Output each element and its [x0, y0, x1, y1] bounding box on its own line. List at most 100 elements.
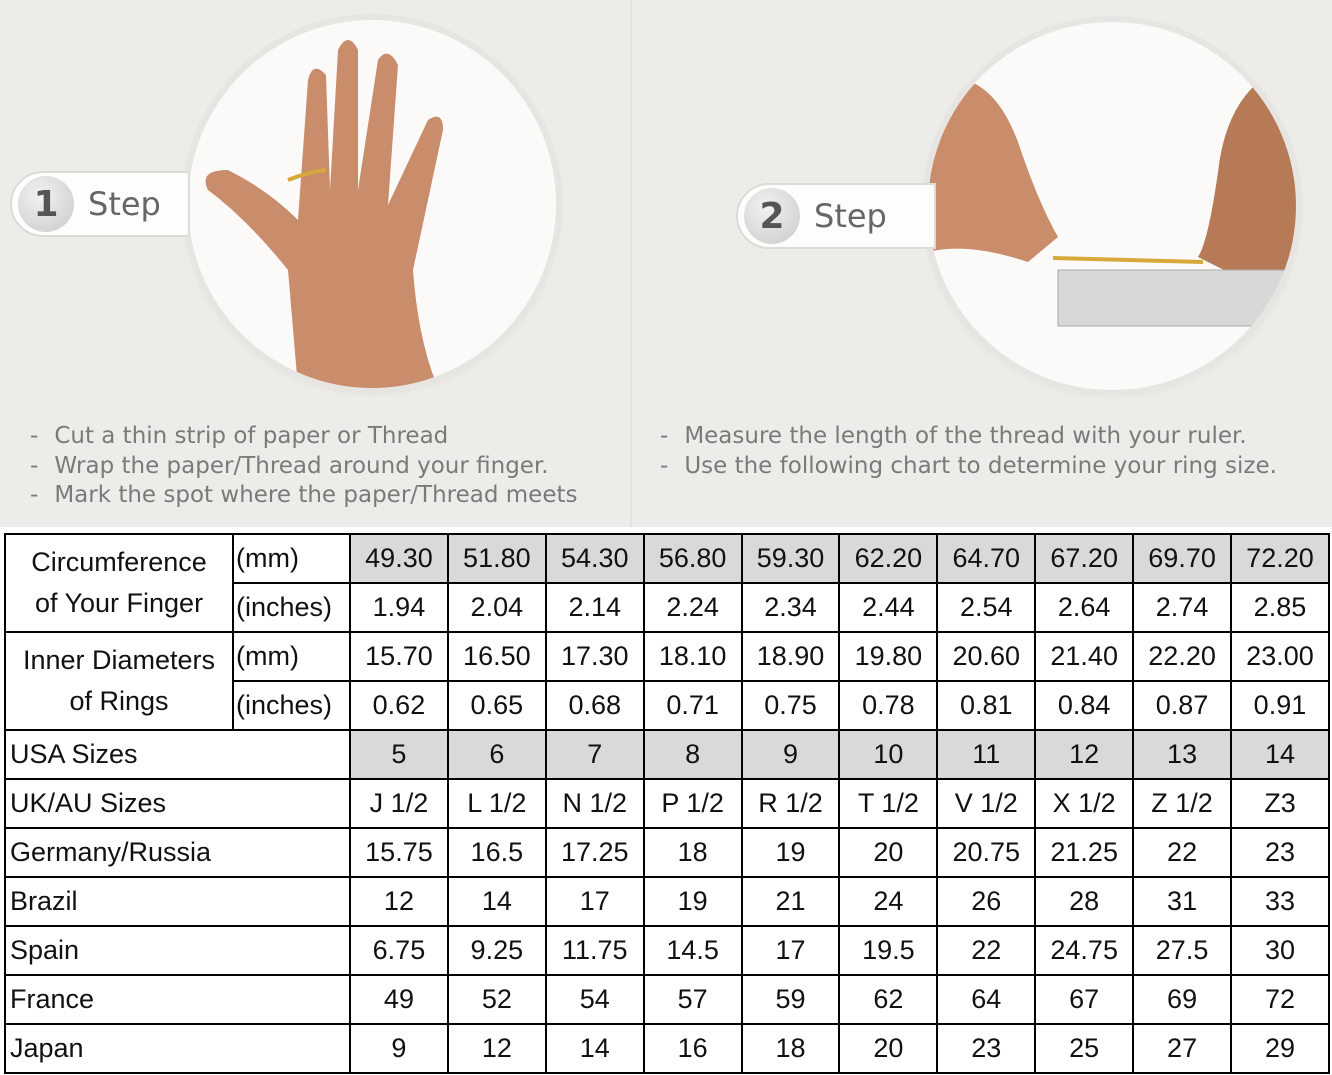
table-row: UK/AU Sizes J 1/2 L 1/2 N 1/2 P 1/2 R 1/2 T 1/…: [4, 778, 1330, 829]
value-cell: X 1/2: [1034, 778, 1135, 829]
value-cell: 0.84: [1034, 680, 1135, 731]
value-cell: 27.5: [1132, 925, 1233, 976]
table-row: USA Sizes 5 6 7 8 9 10 11 12 13 14: [4, 729, 1330, 780]
value-cell: 19: [642, 876, 743, 927]
value-cell: N 1/2: [544, 778, 645, 829]
value-cell: 28: [1034, 876, 1135, 927]
value-cell: 18.10: [642, 631, 743, 682]
value-cell: 16.5: [446, 827, 547, 878]
table-row: (inches) 0.62 0.65 0.68 0.71 0.75 0.78 0.81 0.84…: [5, 680, 1330, 731]
table-row: Brazil 12 14 17 19 21 24 26 28 31 33: [4, 876, 1330, 927]
table-row: Spain 6.75 9.25 11.75 14.5 17 19.5 22 24.75 27.5 3…: [4, 925, 1330, 976]
instruction-item: Wrap the paper/Thread around your finger…: [30, 452, 577, 482]
table-row: (inches) 1.94 2.04 2.14 2.24 2.34 2.44 2.54 2.64…: [5, 582, 1330, 633]
value-cell: 54.30: [544, 533, 645, 584]
value-cell: 5: [349, 729, 449, 780]
value-cell: 0.68: [544, 680, 645, 731]
value-cell: 9: [349, 1023, 449, 1074]
value-cell: 7: [544, 729, 645, 780]
value-cell: 2.74: [1132, 582, 1233, 633]
value-cell: 14: [1230, 729, 1330, 780]
instruction-item: Use the following chart to determine you…: [660, 452, 1277, 482]
value-cell: 20.60: [936, 631, 1037, 682]
table-row: Germany/Russia 15.75 16.5 17.25 18 19 20 20.75 2…: [4, 827, 1330, 878]
value-cell: 18: [642, 827, 743, 878]
value-cell: 6: [446, 729, 547, 780]
diameter-label: Inner Diameters of Rings: [4, 631, 234, 731]
value-cell: 62.20: [838, 533, 939, 584]
row-label: France: [4, 974, 351, 1025]
value-cell: 59.30: [740, 533, 841, 584]
value-cell: 0.71: [642, 680, 743, 731]
value-cell: 0.78: [838, 680, 939, 731]
step-1-panel: 1 Step Cut a thin strip of paper or Thre…: [0, 0, 628, 527]
value-cell: 21.40: [1034, 631, 1135, 682]
value-cell: 15.75: [349, 827, 449, 878]
step-number: 1: [18, 176, 74, 232]
table-row: Japan 9 12 14 16 18 20 23 25 27 29: [4, 1023, 1330, 1074]
value-cell: 11.75: [544, 925, 645, 976]
value-cell: Z 1/2: [1132, 778, 1233, 829]
value-cell: 6.75: [349, 925, 449, 976]
value-cell: 54: [544, 974, 645, 1025]
value-cell: 62: [838, 974, 939, 1025]
value-cell: 27: [1132, 1023, 1233, 1074]
unit-label: (inches): [232, 680, 351, 731]
value-cell: 12: [446, 1023, 547, 1074]
value-cell: 18: [740, 1023, 841, 1074]
value-cell: 0.75: [740, 680, 841, 731]
hand-illustration-icon: [205, 40, 443, 388]
row-label: Brazil: [4, 876, 351, 927]
value-cell: 11: [936, 729, 1037, 780]
value-cell: T 1/2: [838, 778, 939, 829]
value-cell: 52: [446, 974, 547, 1025]
value-cell: 17: [544, 876, 645, 927]
value-cell: 9: [740, 729, 841, 780]
value-cell: Z3: [1230, 778, 1330, 829]
value-cell: 0.62: [349, 680, 449, 731]
value-cell: 56.80: [642, 533, 743, 584]
value-cell: 17.30: [544, 631, 645, 682]
value-cell: 10: [838, 729, 939, 780]
label-line: of Rings: [69, 686, 169, 716]
table-row: Circumference of Your Finger (mm) 49.30 51.8…: [4, 533, 1330, 633]
value-cell: 72: [1230, 974, 1330, 1025]
row-label: Japan: [4, 1023, 351, 1074]
step-1-instructions: Cut a thin strip of paper or Thread Wrap…: [30, 422, 577, 511]
step-label: Step: [88, 185, 161, 223]
value-cell: 2.34: [740, 582, 841, 633]
value-cell: 2.64: [1034, 582, 1135, 633]
value-cell: 21: [740, 876, 841, 927]
value-cell: 16: [642, 1023, 743, 1074]
value-cell: 26: [936, 876, 1037, 927]
label-line: Circumference: [31, 547, 207, 577]
value-cell: 0.65: [446, 680, 547, 731]
value-cell: 31: [1132, 876, 1233, 927]
value-cell: 9.25: [446, 925, 547, 976]
value-cell: 22.20: [1132, 631, 1233, 682]
value-cell: 21.25: [1034, 827, 1135, 878]
circumference-label: Circumference of Your Finger: [4, 533, 234, 633]
value-cell: 2.04: [446, 582, 547, 633]
value-cell: 22: [936, 925, 1037, 976]
value-cell: 23: [936, 1023, 1037, 1074]
value-cell: 13: [1132, 729, 1233, 780]
value-cell: 17: [740, 925, 841, 976]
step-number: 2: [744, 188, 800, 244]
value-cell: 16.50: [446, 631, 547, 682]
value-cell: 1.94: [349, 582, 449, 633]
value-cell: 30: [1230, 925, 1330, 976]
value-cell: 64.70: [936, 533, 1037, 584]
table-row: France 49 52 54 57 59 62 64 67 69 72: [4, 974, 1330, 1025]
ring-size-table: Circumference of Your Finger (mm) 49.30 51.8…: [4, 533, 1330, 1074]
value-cell: 20: [838, 1023, 939, 1074]
value-cell: 15.70: [349, 631, 449, 682]
unit-label: (mm): [232, 631, 351, 682]
instructions-section: 1 Step Cut a thin strip of paper or Thre…: [0, 0, 1332, 527]
value-cell: 12: [1034, 729, 1135, 780]
value-cell: 19: [740, 827, 841, 878]
ruler-illustration-icon: [928, 62, 1296, 327]
value-cell: 2.44: [838, 582, 939, 633]
value-cell: 19.80: [838, 631, 939, 682]
value-cell: 67: [1034, 974, 1135, 1025]
